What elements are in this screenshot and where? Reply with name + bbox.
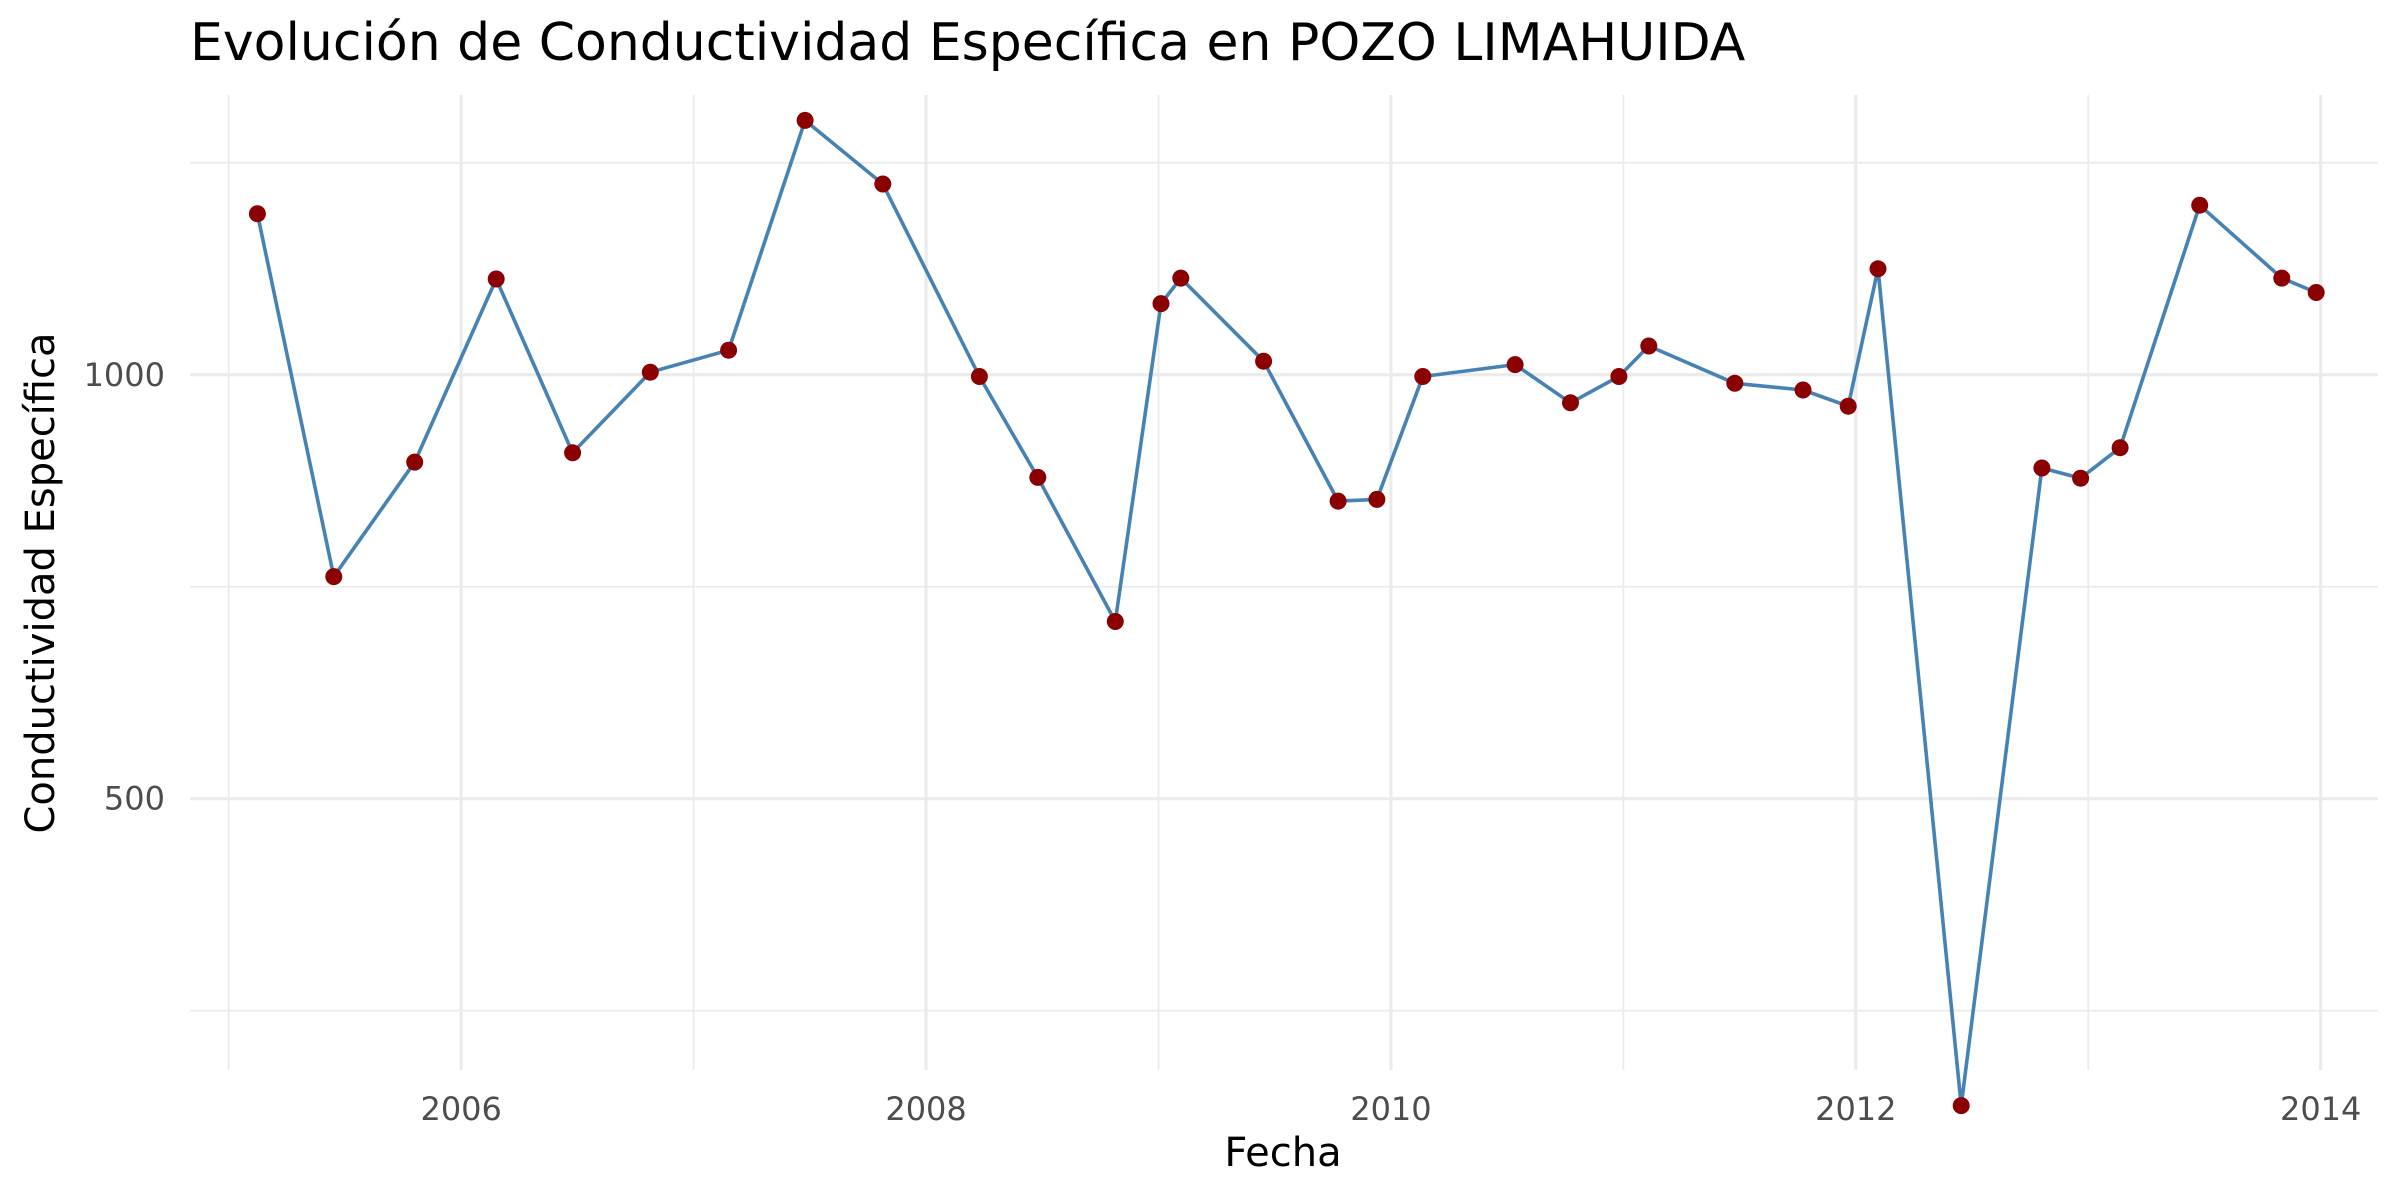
data-point — [2072, 469, 2090, 487]
data-point — [1368, 490, 1386, 508]
data-point — [325, 568, 343, 586]
y-tick-label: 500 — [104, 780, 165, 818]
grid — [190, 95, 2378, 1070]
x-axis-title: Fecha — [1224, 1130, 1341, 1176]
data-point — [406, 453, 424, 471]
series-layer — [248, 111, 2325, 1115]
data-point — [1506, 356, 1524, 374]
data-point — [641, 363, 659, 381]
data-point — [2307, 284, 2325, 301]
chart-title: Evolución de Conductividad Específica en… — [190, 13, 1746, 73]
data-point — [720, 341, 738, 359]
data-point — [2273, 269, 2291, 287]
data-point — [2191, 196, 2209, 214]
data-point — [1255, 352, 1273, 370]
data-point — [1640, 337, 1658, 355]
data-point — [970, 368, 988, 385]
data-point — [1869, 260, 1887, 278]
ticks: 2006 2008 2010 2012 2014 500 1000 — [84, 356, 2362, 1128]
data-point — [874, 175, 892, 193]
data-point — [1029, 468, 1047, 486]
data-point — [564, 444, 582, 462]
x-tick-label: 2006 — [420, 1090, 501, 1128]
data-point — [1562, 394, 1579, 412]
data-point — [2033, 459, 2051, 477]
x-tick-label: 2012 — [1815, 1090, 1896, 1128]
data-point — [1726, 374, 1744, 392]
x-tick-label: 2008 — [885, 1090, 966, 1128]
data-point — [1610, 368, 1628, 385]
y-axis-title: Conductividad Específica — [18, 333, 64, 834]
x-tick-label: 2014 — [2280, 1090, 2361, 1128]
y-tick-label: 1000 — [84, 356, 165, 394]
data-point — [796, 111, 814, 129]
data-point — [1172, 269, 1190, 287]
data-point — [487, 270, 505, 288]
x-tick-label: 2010 — [1350, 1090, 1431, 1128]
data-point — [2111, 439, 2129, 457]
data-point — [1794, 381, 1812, 399]
data-point — [248, 205, 266, 223]
data-point — [1839, 397, 1857, 415]
data-point — [1106, 613, 1124, 630]
data-point — [1329, 492, 1347, 510]
data-point — [1414, 368, 1432, 385]
data-point — [1152, 295, 1170, 313]
data-point — [1952, 1097, 1970, 1115]
